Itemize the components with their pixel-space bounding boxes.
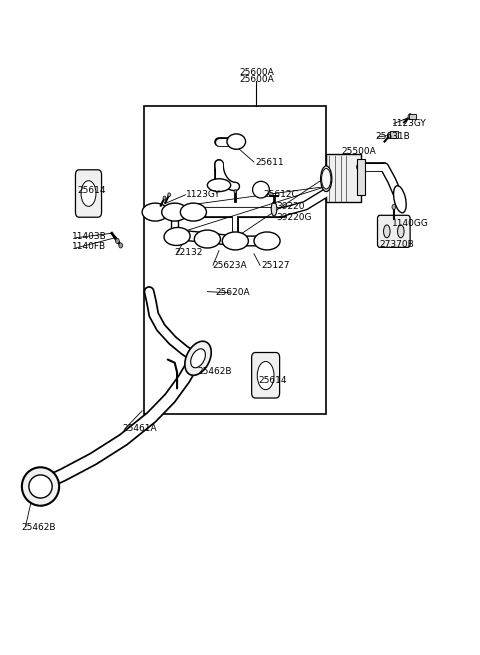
Ellipse shape	[207, 179, 231, 191]
Ellipse shape	[388, 132, 393, 138]
Ellipse shape	[222, 232, 248, 250]
Ellipse shape	[142, 203, 168, 221]
Ellipse shape	[394, 186, 406, 213]
Ellipse shape	[252, 181, 269, 198]
Text: 25620A: 25620A	[216, 288, 250, 297]
Text: 25600A: 25600A	[239, 75, 274, 84]
Ellipse shape	[119, 243, 122, 248]
Bar	[144, 106, 326, 414]
Ellipse shape	[163, 196, 166, 200]
Text: 1140FB: 1140FB	[72, 242, 107, 252]
Text: 1123GY: 1123GY	[392, 119, 427, 128]
Text: 25461A: 25461A	[122, 424, 157, 434]
Ellipse shape	[408, 114, 412, 119]
Text: 1123GY: 1123GY	[186, 191, 221, 199]
Text: 25462B: 25462B	[21, 523, 55, 532]
FancyBboxPatch shape	[326, 155, 361, 202]
Ellipse shape	[180, 203, 206, 221]
Text: 25623A: 25623A	[212, 261, 247, 270]
Text: 39220: 39220	[276, 202, 305, 212]
Ellipse shape	[322, 168, 331, 189]
Ellipse shape	[257, 362, 274, 390]
Ellipse shape	[234, 190, 237, 193]
Ellipse shape	[29, 475, 52, 498]
Ellipse shape	[162, 203, 188, 221]
Ellipse shape	[194, 230, 220, 248]
Text: 25500A: 25500A	[342, 147, 376, 157]
Text: 25614: 25614	[78, 186, 106, 195]
Ellipse shape	[321, 166, 332, 191]
Bar	[409, 114, 416, 119]
Ellipse shape	[227, 134, 246, 149]
Ellipse shape	[384, 225, 390, 238]
Text: 39220G: 39220G	[276, 213, 312, 222]
Ellipse shape	[22, 467, 59, 506]
Ellipse shape	[392, 204, 396, 210]
Ellipse shape	[185, 341, 211, 375]
Text: 25600A: 25600A	[239, 69, 274, 77]
Text: 25631B: 25631B	[376, 132, 410, 141]
Ellipse shape	[271, 202, 277, 216]
Ellipse shape	[81, 181, 96, 206]
FancyBboxPatch shape	[377, 215, 410, 248]
Text: 1140GG: 1140GG	[392, 219, 429, 228]
Ellipse shape	[116, 238, 119, 244]
Text: 25612C: 25612C	[264, 191, 298, 199]
Ellipse shape	[397, 225, 404, 238]
Text: 25614: 25614	[259, 376, 287, 385]
Bar	[390, 131, 397, 138]
FancyBboxPatch shape	[358, 159, 365, 195]
Ellipse shape	[164, 227, 190, 246]
Text: 11403B: 11403B	[72, 232, 107, 241]
Text: 27370B: 27370B	[380, 240, 415, 249]
Text: 22132: 22132	[175, 248, 203, 257]
FancyBboxPatch shape	[75, 170, 102, 217]
Ellipse shape	[168, 193, 170, 196]
Ellipse shape	[254, 232, 280, 250]
FancyBboxPatch shape	[252, 352, 280, 398]
Text: 25462B: 25462B	[197, 367, 232, 375]
Text: 25127: 25127	[261, 261, 289, 270]
Ellipse shape	[191, 349, 205, 367]
Text: 25611: 25611	[255, 158, 284, 166]
